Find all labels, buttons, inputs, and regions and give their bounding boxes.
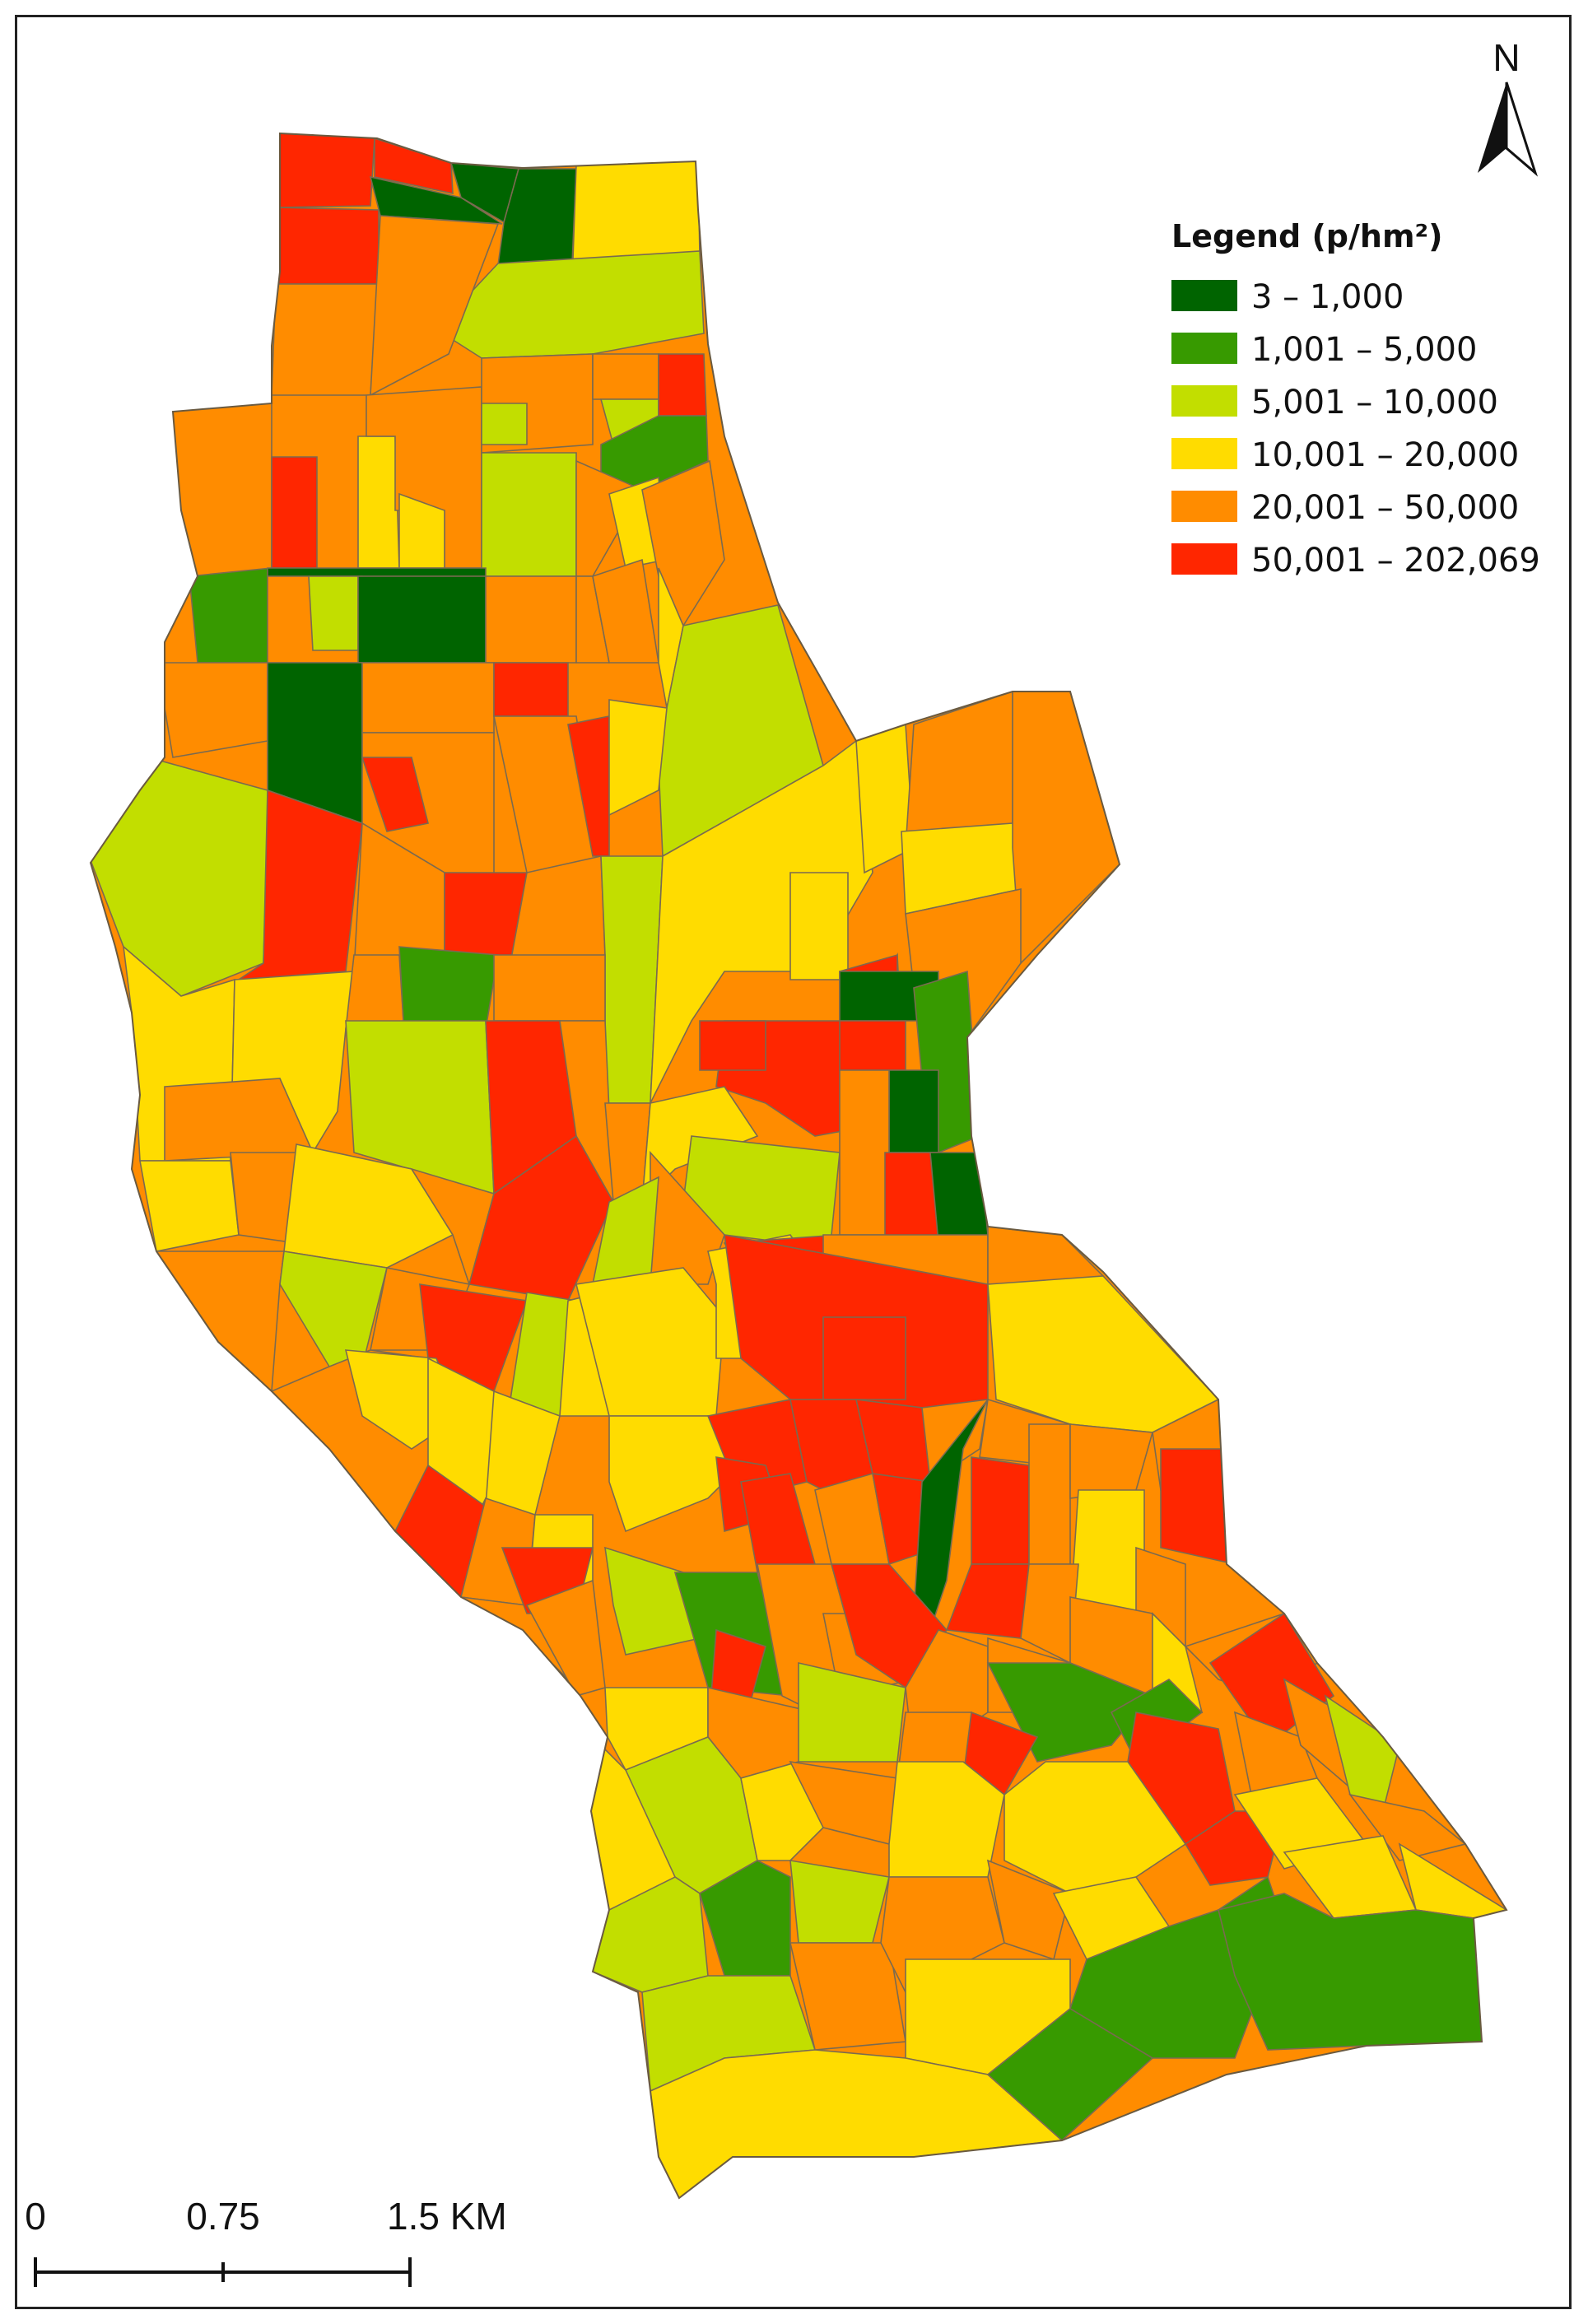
legend-label-3: 5,001 – 10,000 [1251, 384, 1498, 421]
district [822, 1316, 906, 1400]
district [275, 133, 375, 208]
district [361, 662, 495, 734]
district [398, 946, 499, 1030]
district [345, 954, 404, 1030]
district [275, 207, 380, 285]
district [271, 456, 318, 569]
legend-swatch-1 [1171, 280, 1237, 311]
district [481, 452, 577, 577]
district [493, 662, 569, 717]
legend-label-4: 10,001 – 20,000 [1251, 436, 1519, 474]
district [164, 398, 272, 577]
district [658, 353, 707, 417]
district-boundary [89, 132, 1508, 2200]
district [1069, 1489, 1145, 1614]
legend-swatch-6 [1171, 543, 1237, 575]
district [369, 175, 503, 225]
district [572, 161, 701, 260]
district [699, 1020, 766, 1071]
scale-label-mid: 0.75 [186, 2195, 260, 2238]
district [139, 1160, 240, 1252]
district [839, 1020, 906, 1071]
district [283, 1143, 454, 1269]
district [485, 575, 577, 664]
legend-title: Legend (p/hm²) [1171, 218, 1443, 254]
district [888, 1069, 939, 1153]
district [1004, 1761, 1187, 1894]
district [164, 662, 268, 758]
district [357, 435, 400, 569]
district [271, 283, 380, 396]
district [361, 757, 429, 832]
district [971, 1456, 1030, 1565]
scale-label-0: 0 [25, 2195, 46, 2238]
district [1218, 1893, 1483, 2051]
district [91, 757, 268, 997]
north-arrow-right-icon [1505, 82, 1539, 177]
scale-label-end: 1.5 KM [387, 2195, 507, 2238]
north-arrow-left-icon [1478, 82, 1507, 173]
north-arrow-label: N [1493, 36, 1520, 79]
legend-swatch-3 [1171, 385, 1237, 417]
district [370, 215, 500, 397]
legend-label-5: 20,001 – 50,000 [1251, 489, 1519, 527]
district [929, 1152, 989, 1244]
legend-swatch-4 [1171, 438, 1237, 469]
district [493, 954, 606, 1022]
legend-label-1: 3 – 1,000 [1251, 278, 1404, 316]
district [608, 699, 668, 817]
district [308, 575, 359, 651]
scale-bar: 0 0.75 1.5 KM [25, 2195, 507, 2287]
north-arrow: N [1478, 36, 1539, 177]
legend: Legend (p/hm²) 3 – 1,000 1,001 – 5,000 5… [1171, 218, 1540, 580]
legend-swatch-5 [1171, 491, 1237, 522]
legend-label-6: 50,001 – 202,069 [1251, 542, 1540, 580]
district [839, 1069, 890, 1236]
district [189, 567, 272, 664]
district [481, 403, 528, 445]
district [357, 575, 487, 664]
district [699, 1860, 791, 1977]
district [267, 567, 487, 577]
district [987, 1275, 1220, 1433]
district [155, 1250, 285, 1393]
district [789, 872, 849, 980]
legend-swatch-2 [1171, 333, 1237, 364]
district [575, 1267, 725, 1417]
legend-label-2: 1,001 – 5,000 [1251, 331, 1477, 369]
district [1028, 1423, 1071, 1565]
district [986, 2008, 1154, 2142]
district [592, 353, 659, 400]
map-frame [15, 15, 1572, 2309]
district [884, 1152, 939, 1244]
